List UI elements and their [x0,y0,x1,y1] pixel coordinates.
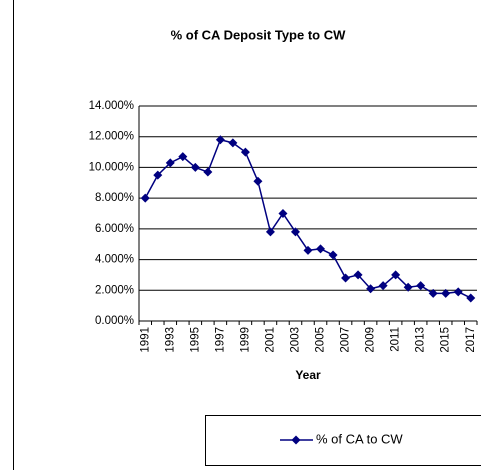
x-tick-label: 2017 [465,327,477,353]
y-tick-label: 14.000% [89,100,134,112]
data-point [341,273,351,283]
legend-label: % of CA to CW [316,431,403,446]
legend-box [205,415,481,466]
data-point [203,167,213,177]
x-tick-label: 2005 [315,327,327,353]
y-tick-label: 12.000% [89,131,134,143]
data-point [416,281,426,291]
data-point [190,162,200,172]
x-tick-label: 1995 [189,327,201,353]
chart-title: % of CA Deposit Type to CW [171,27,347,42]
x-tick-label: 2001 [264,327,276,353]
y-tick-label: 0.000% [95,315,134,327]
data-point [165,158,175,168]
x-tick-label: 1997 [214,327,226,353]
data-point [290,227,300,237]
data-point [378,281,388,291]
x-tick-label: 1999 [239,327,251,353]
x-tick-label: 1991 [139,327,151,353]
data-point [265,227,275,237]
data-point [441,288,451,298]
data-point [316,244,326,254]
x-tick-label: 1993 [164,327,176,353]
data-point [240,147,250,157]
y-tick-label: 4.000% [95,254,134,266]
data-point [466,293,476,303]
data-point [353,270,363,280]
data-point [253,176,263,186]
data-point [153,170,163,180]
y-tick-label: 6.000% [95,223,134,235]
x-tick-label: 2007 [340,327,352,353]
data-point [278,209,288,218]
data-point [228,138,238,148]
data-point [178,152,188,162]
legend-marker [291,435,301,445]
x-tick-label: 2003 [290,327,302,353]
x-tick-label: 2015 [440,327,452,353]
x-tick-label: 2011 [390,327,402,352]
x-tick-label: 2013 [415,327,427,353]
data-point [453,287,463,297]
data-point [391,270,401,280]
x-tick-label: 2009 [365,327,377,353]
y-tick-label: 10.000% [89,161,134,173]
x-axis-label: Year [295,368,321,382]
data-point [303,245,313,255]
data-point [328,250,338,260]
data-point [403,282,413,292]
data-point [428,288,438,298]
data-point [140,193,150,203]
y-tick-label: 2.000% [95,284,134,296]
data-point [366,284,376,294]
y-tick-label: 8.000% [95,192,134,204]
data-point [215,135,225,145]
